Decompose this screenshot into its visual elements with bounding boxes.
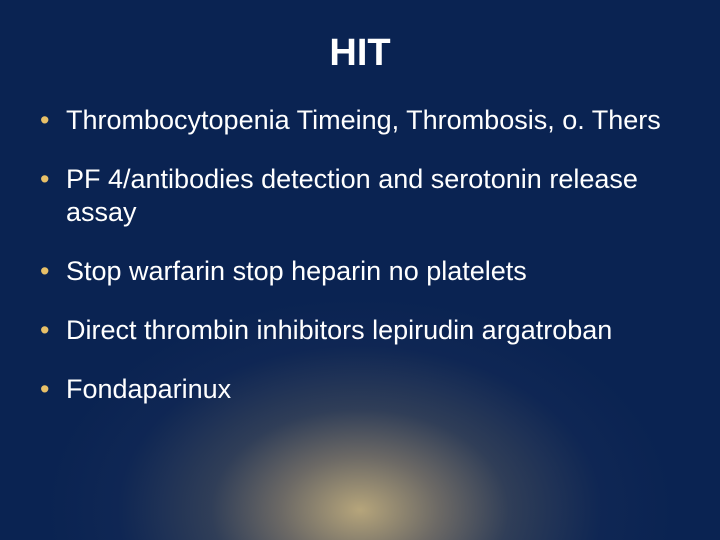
list-item: Fondaparinux — [36, 373, 684, 406]
bullet-list: Thrombocytopenia Timeing, Thrombosis, o.… — [36, 104, 684, 406]
slide-body: Thrombocytopenia Timeing, Thrombosis, o.… — [36, 104, 684, 432]
slide-title: HIT — [0, 32, 720, 75]
list-item: Thrombocytopenia Timeing, Thrombosis, o.… — [36, 104, 684, 137]
slide: HIT Thrombocytopenia Timeing, Thrombosis… — [0, 0, 720, 540]
list-item: Stop warfarin stop heparin no platelets — [36, 255, 684, 288]
list-item: Direct thrombin inhibitors lepirudin arg… — [36, 314, 684, 347]
list-item: PF 4/antibodies detection and serotonin … — [36, 163, 684, 229]
